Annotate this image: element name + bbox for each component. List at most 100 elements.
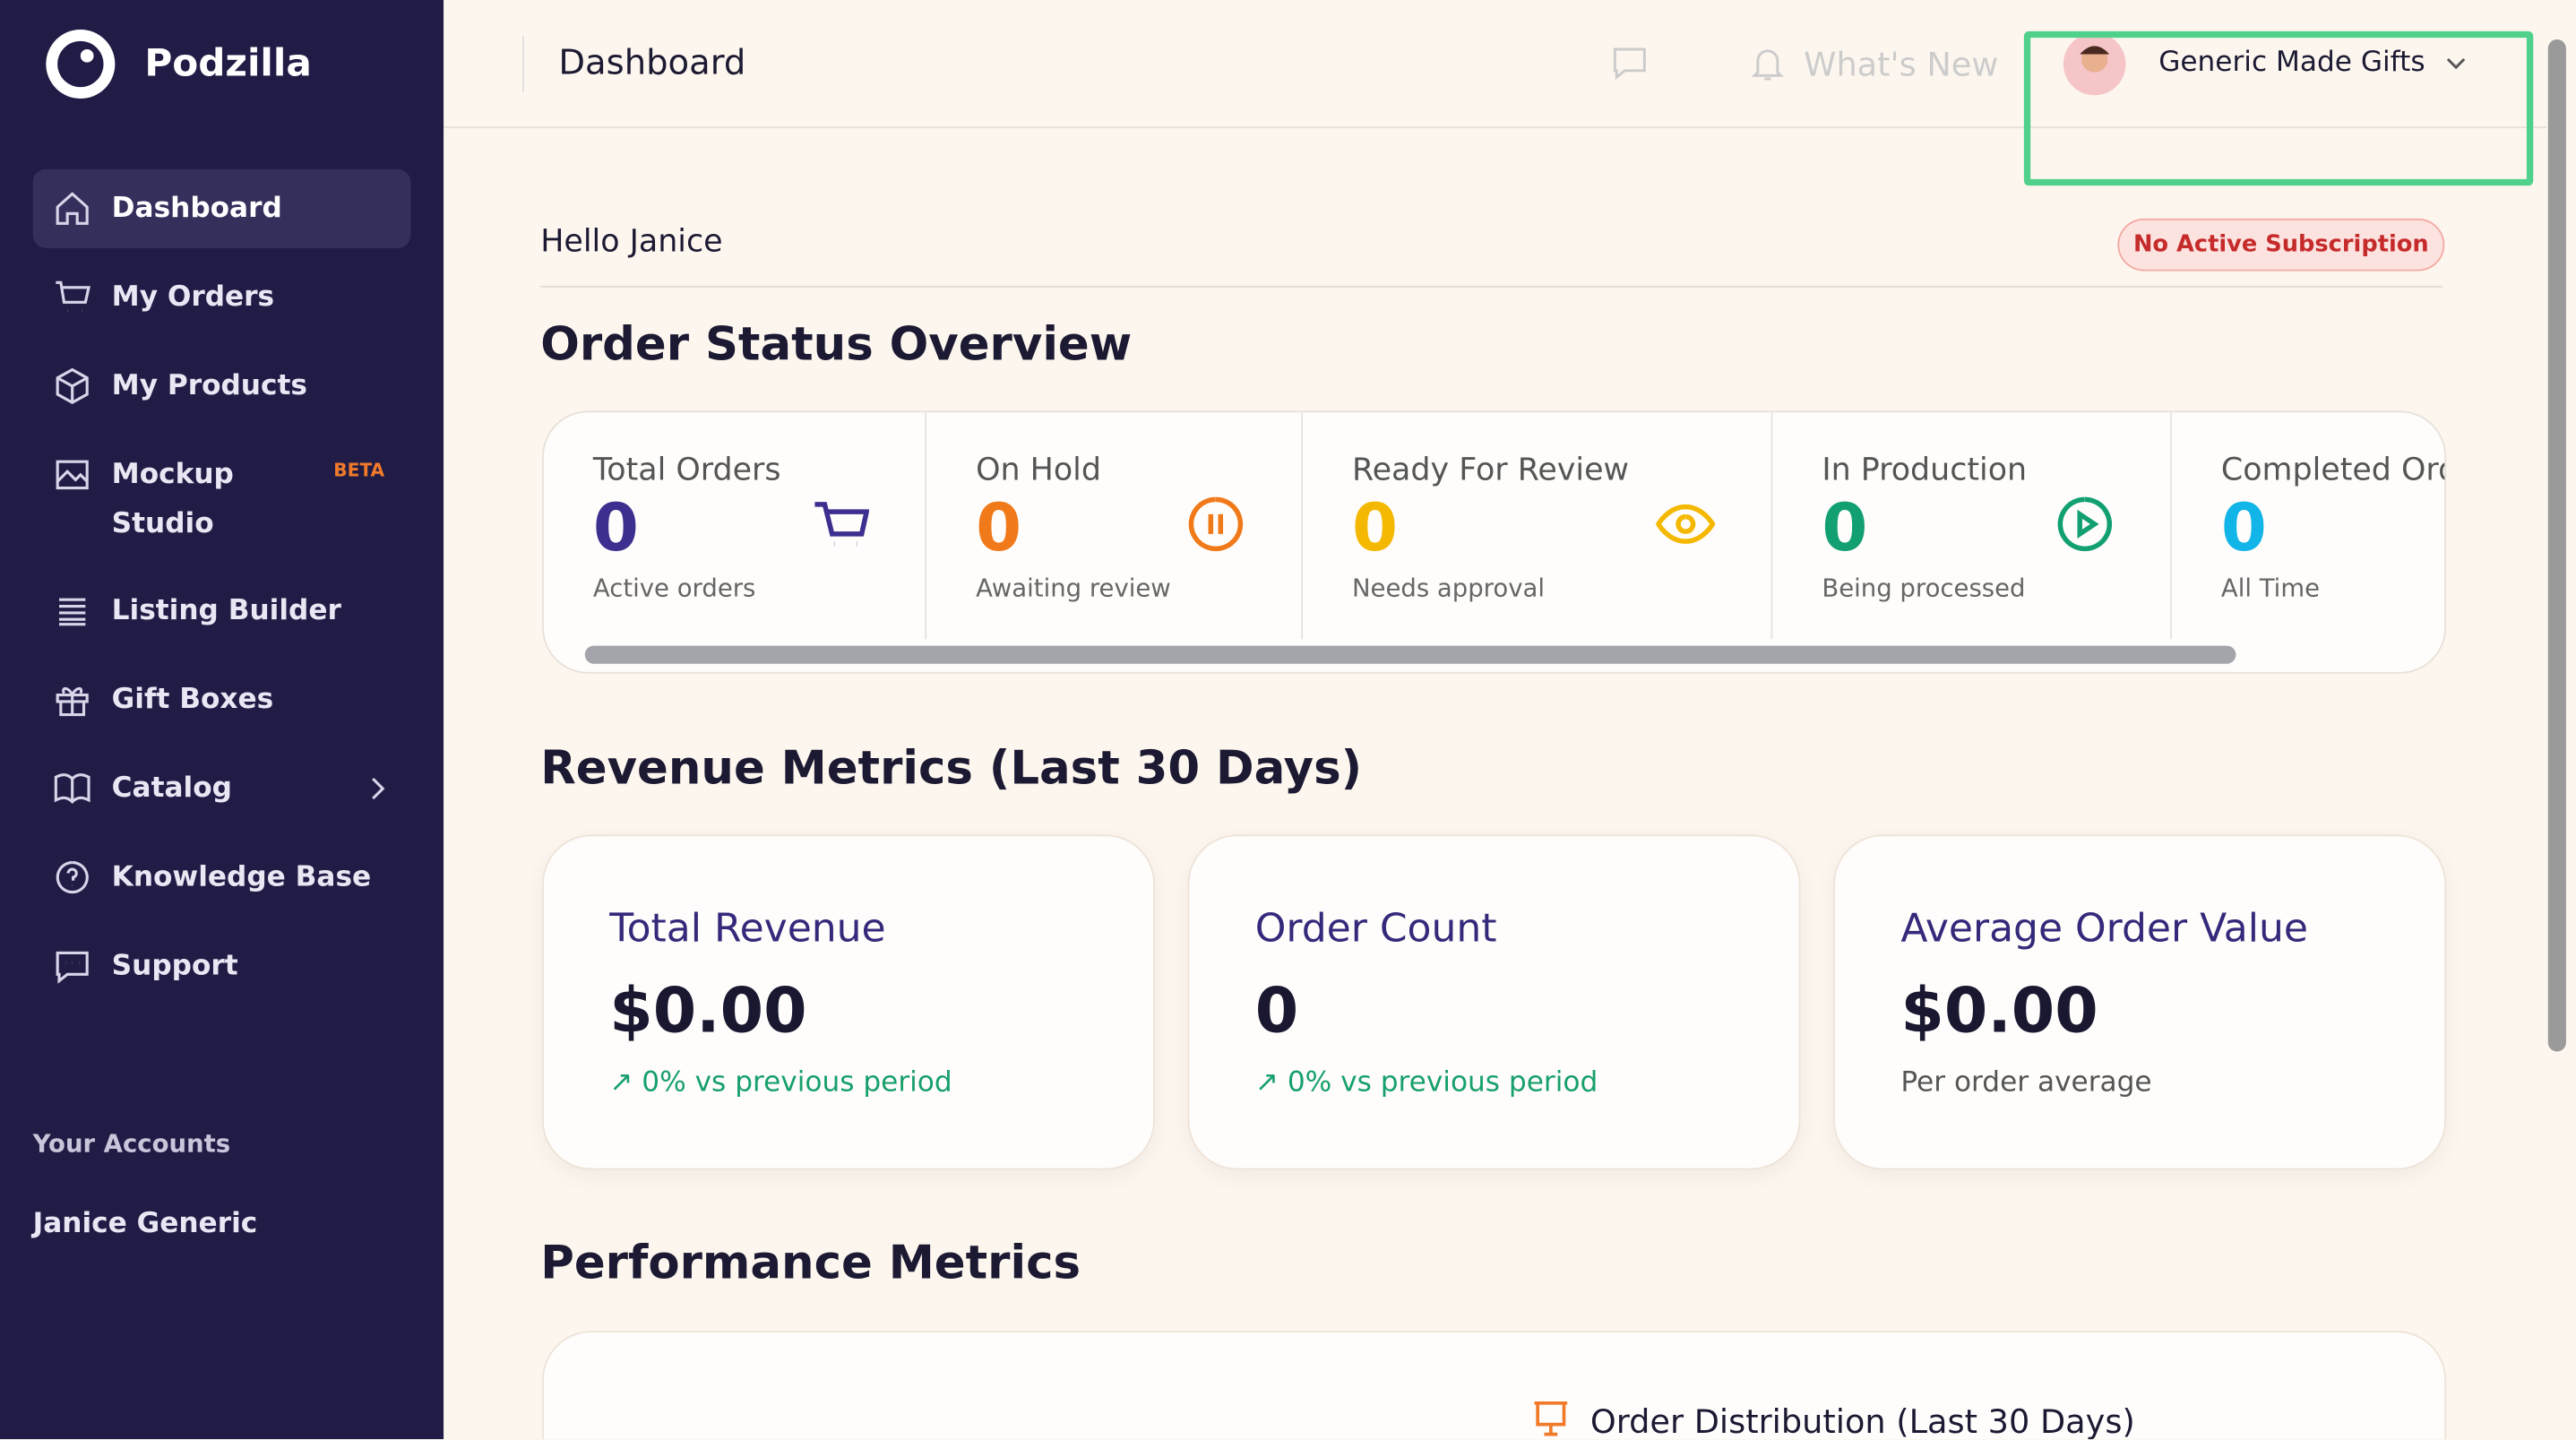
nav-label: Listing Builder [111,594,341,628]
revenue-note: ↗ 0% vs previous period [609,1065,952,1099]
status-card: On Hold 0 Awaiting review [926,412,1303,640]
nav-icon [56,192,89,225]
nav-icon [54,773,90,804]
revenue-card: Total Revenue $0.00 ↗ 0% vs previous perio… [542,834,1155,1170]
status-value: 0 [1822,491,1868,567]
section-title: Revenue Metrics (Last 30 Days) [540,740,1363,796]
nav-icon-path [59,598,86,626]
status-icon-path [1188,496,1244,552]
chart-title: Order Distribution (Last 30 Days) [1590,1401,2135,1440]
status-title: Completed Ord [2220,452,2447,488]
page-title: Dashboard [558,42,746,82]
nav-item[interactable]: Dashboard [32,168,411,248]
status-icon [814,502,869,547]
nav-icon-path [56,686,89,717]
divider [540,286,2443,288]
revenue-note: ↗ 0% vs previous period [1254,1065,1598,1099]
status-icon-path [2057,496,2113,552]
nav-icon-path [56,951,89,984]
chevron [2446,57,2466,70]
revenue-title: Order Count [1254,905,1497,952]
nav-item[interactable]: My Orders [33,258,411,337]
revenue-value: $0.00 [609,974,807,1047]
nav-icon-path [56,192,89,225]
status-icon-path [814,502,869,547]
nav-item[interactable]: Support [33,927,411,1005]
nav-item[interactable]: Gift Boxes [33,660,411,739]
nav-item[interactable]: Catalog [33,749,411,828]
nav-icon [56,861,89,894]
avatar[interactable] [2062,31,2127,97]
nav-label: My Products [111,369,307,403]
whats-new[interactable]: What's New [1804,44,1999,84]
greeting: Hello Janice [540,223,723,260]
status-subtitle: Awaiting review [976,573,1171,603]
performance-panel: Order Distribution (Last 30 Days) [542,1331,2447,1440]
status-subtitle: Needs approval [1351,573,1546,603]
revenue-card: Order Count 0 ↗ 0% vs previous period [1187,834,1801,1170]
nav-badge: BETA [333,460,385,482]
revenue-note: Per order average [1900,1065,2152,1099]
chart-icon [1534,1401,1568,1436]
section-title: Performance Metrics [540,1235,1081,1290]
nav-icon [59,598,86,626]
nav-label: Knowledge Base [111,860,372,894]
chat-icon[interactable] [1610,45,1650,81]
nav-chevron [372,777,385,800]
section-title: Order Status Overview [540,316,1133,372]
status-icon [1656,504,1716,544]
status-subtitle: Active orders [592,573,756,603]
revenue-title: Average Order Value [1900,905,2308,952]
divider [522,36,524,92]
nav-item[interactable]: Knowledge Base [33,838,411,917]
status-title: Total Orders [592,452,781,488]
revenue-title: Total Revenue [609,905,886,952]
status-value: 0 [1351,491,1399,567]
nav-label: Mockup Studio [111,458,234,541]
nav-icon-path [56,280,90,313]
nav-icon-path [56,861,89,894]
status-subtitle: Being processed [1822,573,2026,603]
nav-icon [56,280,90,313]
account-link[interactable]: Janice Generic [32,1207,258,1241]
nav-chevron-path [372,777,385,800]
nav-item[interactable]: My Products [33,347,411,426]
scrollbar [2547,39,2566,1052]
bell-icon[interactable] [1750,45,1786,84]
accounts-heading: Your Accounts [32,1128,231,1159]
nav-label: Catalog [111,772,232,806]
status-value: 0 [976,491,1022,567]
nav-icon [56,951,89,984]
status-card: Ready For Review 0 Needs approval [1303,412,1773,640]
nav-icon [56,367,89,404]
account-switcher[interactable]: Generic Made Gifts [2158,46,2425,80]
nav-item[interactable]: Listing Builder [33,572,411,651]
status-card: Completed Ord 0 All Time [2172,412,2447,639]
revenue-value: $0.00 [1900,974,2098,1047]
nav-icon [56,686,89,717]
nav-icon-path [56,367,89,404]
nav-item[interactable]: Mockup Studio BETA [33,435,411,540]
revenue-value: 0 [1254,974,1299,1047]
nav-label: Dashboard [111,192,282,226]
status-icon-path [1656,504,1716,544]
status-icon [2057,496,2113,552]
status-icon [1188,496,1244,552]
status-panel: Total Orders 0 Active orders On Hold 0 Awaiti… [542,410,2447,674]
status-value: 0 [2220,491,2267,567]
brand: Podzilla [144,42,312,86]
status-subtitle: All Time [2220,573,2321,603]
status-title: In Production [1822,452,2028,488]
status-card: Total Orders 0 Active orders [544,412,927,640]
h-scrollbar [584,645,2236,664]
status-card: In Production 0 Being processed [1772,412,2172,640]
status-title: Ready For Review [1351,452,1630,488]
status-cards: Total Orders 0 Active orders On Hold 0 Awaiti… [544,412,2447,640]
nav-label: Support [111,949,238,983]
topbar: Dashboard What's New Generic Made Gifts [444,0,2546,129]
status-value: 0 [592,491,639,567]
status-title: On Hold [976,452,1101,488]
nav-label: Gift Boxes [111,683,274,717]
